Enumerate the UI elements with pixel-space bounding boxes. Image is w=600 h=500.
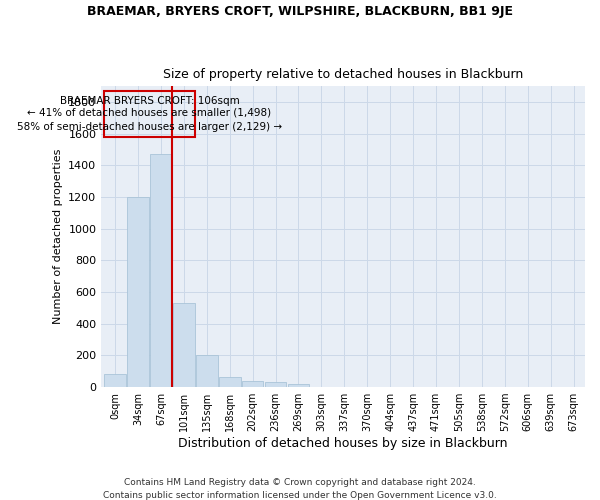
Text: BRAEMAR BRYERS CROFT: 106sqm: BRAEMAR BRYERS CROFT: 106sqm	[59, 96, 239, 106]
Bar	[104, 374, 126, 387]
Text: ← 41% of detached houses are smaller (1,498): ← 41% of detached houses are smaller (1,…	[28, 108, 271, 118]
Bar	[265, 382, 286, 387]
Bar	[242, 381, 263, 387]
Bar	[219, 377, 241, 387]
Bar	[173, 303, 195, 387]
Text: Contains HM Land Registry data © Crown copyright and database right 2024.
Contai: Contains HM Land Registry data © Crown c…	[103, 478, 497, 500]
Text: 58% of semi-detached houses are larger (2,129) →: 58% of semi-detached houses are larger (…	[17, 122, 282, 132]
Bar	[104, 91, 195, 137]
Bar	[150, 154, 172, 387]
Text: BRAEMAR, BRYERS CROFT, WILPSHIRE, BLACKBURN, BB1 9JE: BRAEMAR, BRYERS CROFT, WILPSHIRE, BLACKB…	[87, 5, 513, 18]
Bar	[127, 197, 149, 387]
Title: Size of property relative to detached houses in Blackburn: Size of property relative to detached ho…	[163, 68, 523, 81]
X-axis label: Distribution of detached houses by size in Blackburn: Distribution of detached houses by size …	[178, 437, 508, 450]
Bar	[287, 384, 310, 387]
Bar	[196, 356, 218, 387]
Y-axis label: Number of detached properties: Number of detached properties	[53, 149, 63, 324]
